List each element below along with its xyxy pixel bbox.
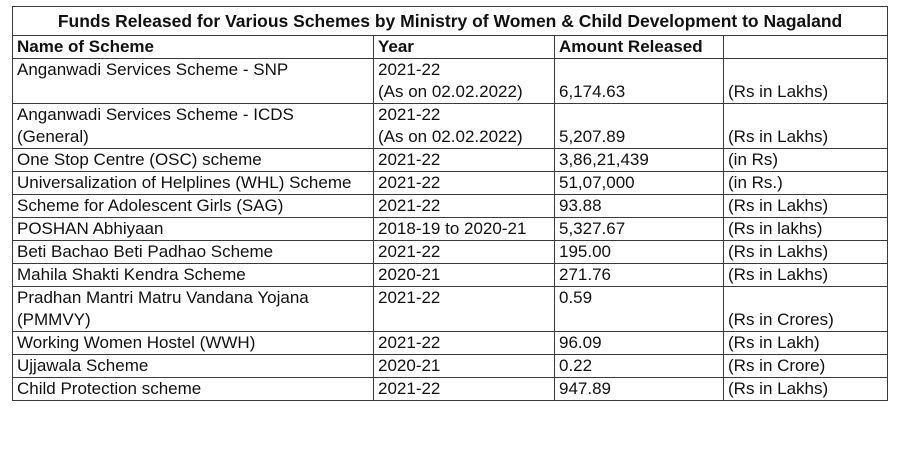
scheme-name-cont: (General) [17,127,89,146]
unit-cell: (Rs in Lakhs) [722,194,889,218]
year-cell: 2021-22 [373,240,555,264]
year-cell: 2021-22 [373,148,555,172]
year-cell: 2021-22 (As on 02.02.2022) [373,58,555,104]
header-scheme: Name of Scheme [12,35,374,59]
amount-cell: 5,207.89 [554,103,724,149]
table-row: Universalization of Helplines (WHL) Sche… [12,171,889,195]
table-row: Scheme for Adolescent Girls (SAG) 2021-2… [12,194,889,218]
year-note: (As on 02.02.2022) [378,127,523,146]
scheme-cell: Mahila Shakti Kendra Scheme [12,263,374,287]
unit-cell: (Rs in Lakhs) [722,240,889,264]
scheme-name: Anganwadi Services Scheme - ICDS [17,105,294,124]
table-row: POSHAN Abhiyaan 2018-19 to 2020-21 5,327… [12,217,889,241]
year-cell: 2020-21 [373,354,555,378]
funds-table-container: Funds Released for Various Schemes by Mi… [11,6,889,401]
unit-cell: (Rs in Crore) [722,354,889,378]
table-row: Anganwadi Services Scheme - SNP 2021-22 (… [12,58,889,104]
amount-cell: 51,07,000 [554,171,724,195]
year-cell: 2021-22 [373,194,555,218]
scheme-name: Pradhan Mantri Matru Vandana Yojana [17,288,309,307]
amount-cell: 0.59 [554,286,724,332]
amount-cell: 0.22 [554,354,724,378]
header-amount: Amount Released [554,35,724,59]
year-cell: 2021-22 [373,377,555,401]
year-cell: 2018-19 to 2020-21 [373,217,555,241]
header-unit [722,35,889,59]
year-cell: 2021-22 (As on 02.02.2022) [373,103,555,149]
scheme-cell: Scheme for Adolescent Girls (SAG) [12,194,374,218]
year-cell: 2020-21 [373,263,555,287]
table-row: Ujjawala Scheme 2020-21 0.22 (Rs in Cror… [12,354,889,378]
amount-cell: 195.00 [554,240,724,264]
scheme-cell: Pradhan Mantri Matru Vandana Yojana (PMMV… [12,286,374,332]
year-value: 2021-22 [378,105,441,124]
table-row: Beti Bachao Beti Padhao Scheme 2021-22 1… [12,240,889,264]
scheme-cell: POSHAN Abhiyaan [12,217,374,241]
unit-cell: (Rs in Crores) [722,286,889,332]
unit-cell: (in Rs) [722,148,889,172]
scheme-cell: One Stop Centre (OSC) scheme [12,148,374,172]
unit-cell: (Rs in Lakhs) [722,377,889,401]
amount-cell: 947.89 [554,377,724,401]
header-row: Name of Scheme Year Amount Released [12,35,889,59]
scheme-cell: Ujjawala Scheme [12,354,374,378]
year-value: 2021-22 [378,60,441,79]
header-year: Year [373,35,555,59]
table-row: One Stop Centre (OSC) scheme 2021-22 3,8… [12,148,889,172]
scheme-name-cont: (PMMVY) [17,310,91,329]
funds-table: Funds Released for Various Schemes by Mi… [11,6,889,401]
unit-cell: (Rs in lakhs) [722,217,889,241]
scheme-cell: Anganwadi Services Scheme - SNP [12,58,374,104]
amount-cell: 271.76 [554,263,724,287]
table-row: Mahila Shakti Kendra Scheme 2020-21 271.… [12,263,889,287]
scheme-cell: Working Women Hostel (WWH) [12,331,374,355]
year-cell: 2021-22 [373,171,555,195]
amount-cell: 6,174.63 [554,58,724,104]
amount-cell: 93.88 [554,194,724,218]
unit-cell: (Rs in Lakhs) [722,58,889,104]
unit-cell: (Rs in Lakhs) [722,103,889,149]
unit-cell: (Rs in Lakh) [722,331,889,355]
amount-cell: 3,86,21,439 [554,148,724,172]
amount-cell: 96.09 [554,331,724,355]
unit-cell: (in Rs.) [722,171,889,195]
year-cell: 2021-22 [373,286,555,332]
table-row: Pradhan Mantri Matru Vandana Yojana (PMMV… [12,286,889,332]
year-cell: 2021-22 [373,331,555,355]
table-row: Anganwadi Services Scheme - ICDS (General… [12,103,889,149]
table-row: Child Protection scheme 2021-22 947.89 (… [12,377,889,401]
scheme-cell: Anganwadi Services Scheme - ICDS (General… [12,103,374,149]
scheme-name: Anganwadi Services Scheme - SNP [17,60,289,79]
amount-cell: 5,327.67 [554,217,724,241]
unit-cell: (Rs in Lakhs) [722,263,889,287]
scheme-cell: Universalization of Helplines (WHL) Sche… [12,171,374,195]
table-title: Funds Released for Various Schemes by Mi… [11,6,889,36]
scheme-cell: Child Protection scheme [12,377,374,401]
scheme-cell: Beti Bachao Beti Padhao Scheme [12,240,374,264]
table-row: Working Women Hostel (WWH) 2021-22 96.09… [12,331,889,355]
year-note: (As on 02.02.2022) [378,82,523,101]
